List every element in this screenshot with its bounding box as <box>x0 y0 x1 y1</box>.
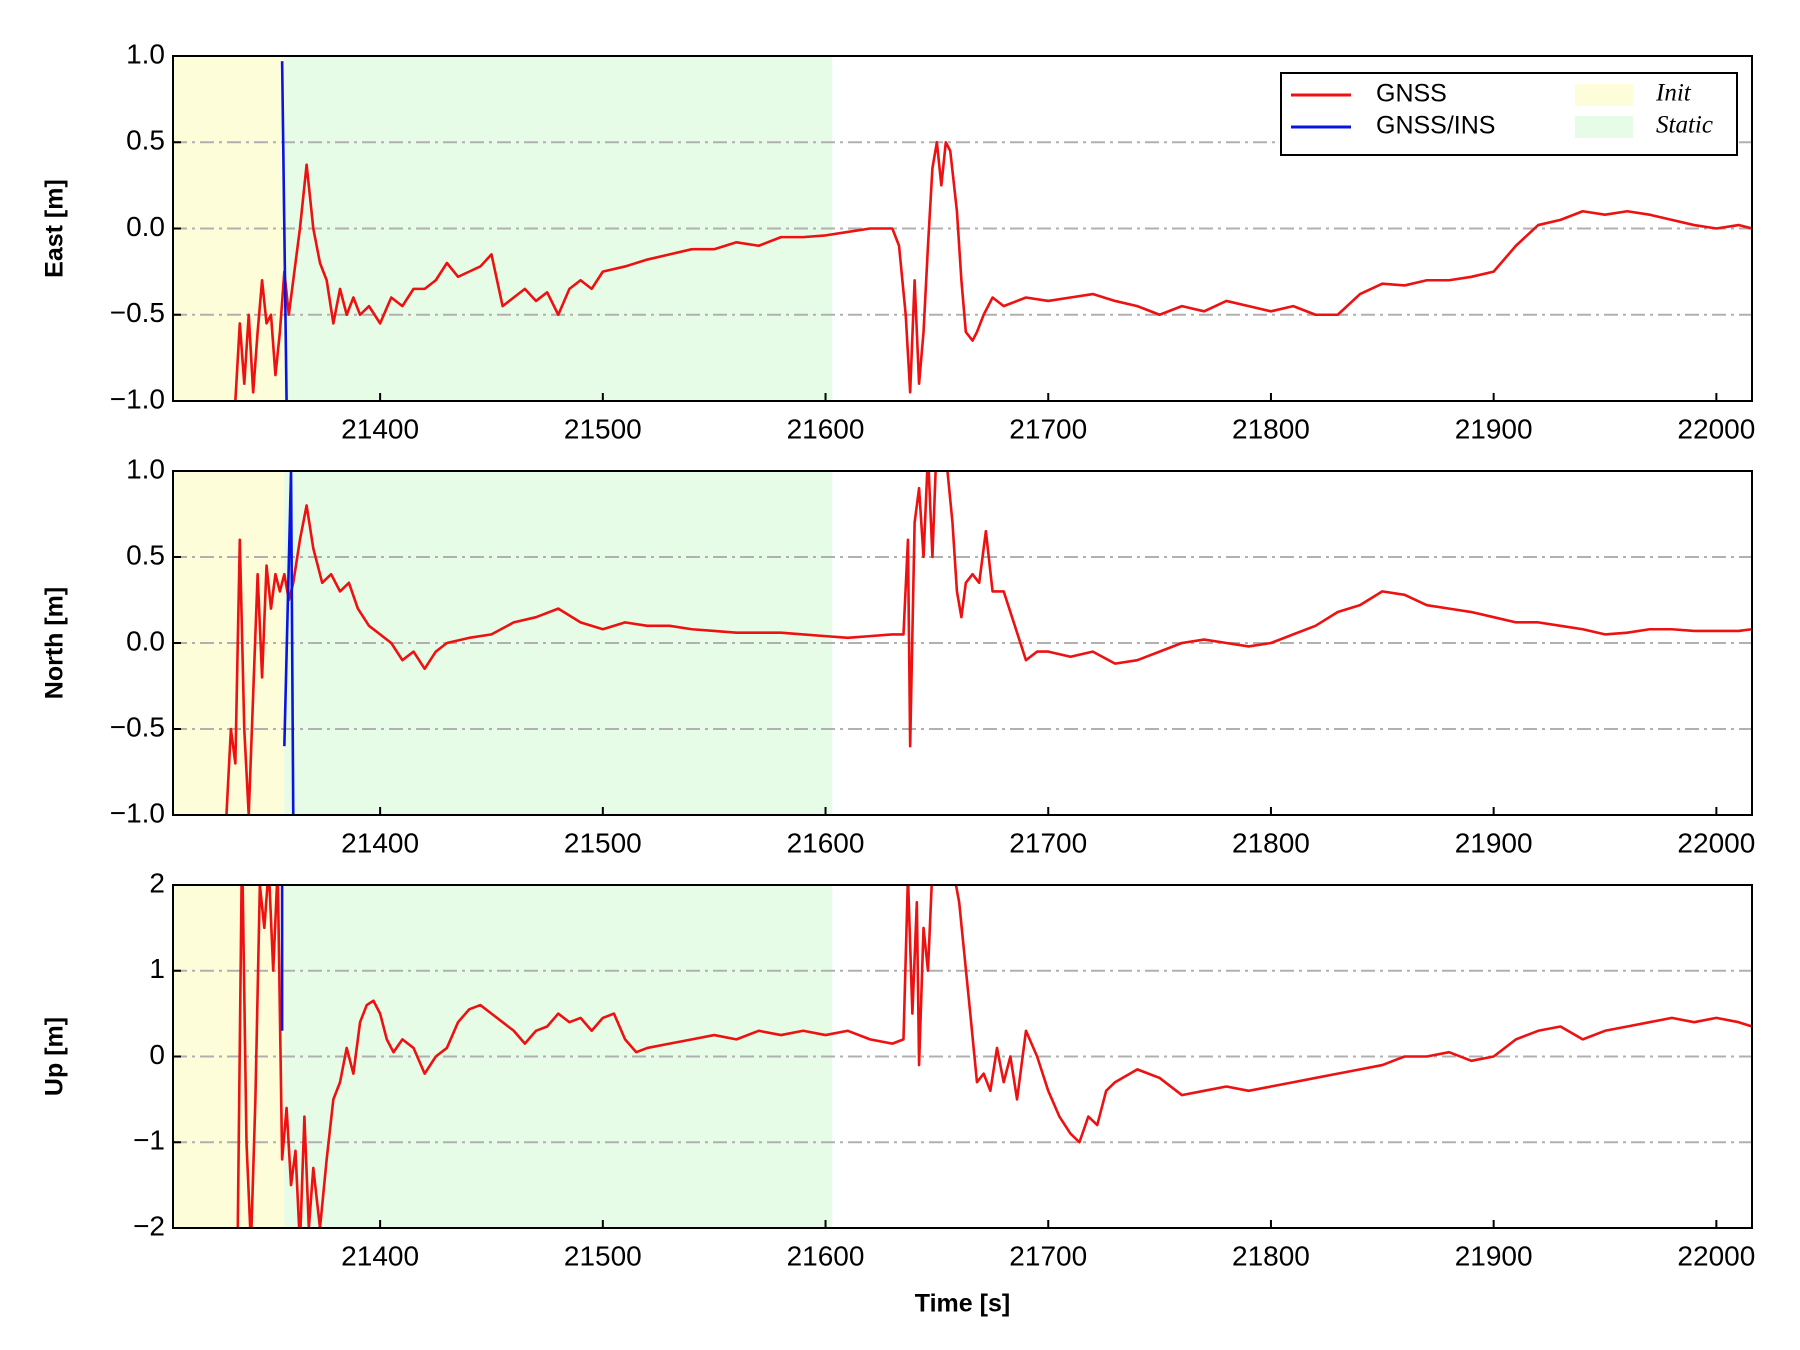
y-axis-label: Up [m] <box>41 1017 69 1096</box>
x-tick-label: 21500 <box>564 413 642 444</box>
legend-label: Init <box>1655 80 1692 107</box>
x-tick-label: 21400 <box>341 413 419 444</box>
x-tick-label: 21600 <box>787 413 865 444</box>
y-tick-label: −1.0 <box>110 383 165 414</box>
x-tick-label: 21500 <box>564 1240 642 1271</box>
y-tick-label: −2 <box>133 1210 165 1241</box>
axes-frame <box>172 55 1753 402</box>
y-tick-label: 0.5 <box>126 539 165 570</box>
x-tick-label: 21900 <box>1455 413 1533 444</box>
legend-swatch <box>1575 116 1633 138</box>
y-tick-label: −0.5 <box>110 711 165 742</box>
legend-label: GNSS <box>1376 80 1447 108</box>
y-tick-label: 0 <box>149 1039 165 1070</box>
x-tick-label: 21400 <box>341 1240 419 1271</box>
x-tick-label: 21800 <box>1232 1240 1310 1271</box>
series-line <box>234 140 1752 401</box>
x-tick-label: 21900 <box>1455 827 1533 858</box>
x-tick-label: 21500 <box>564 827 642 858</box>
series-line <box>236 885 1752 1228</box>
y-tick-label: 1.0 <box>126 38 165 69</box>
legend-label: GNSS/INS <box>1376 112 1495 140</box>
legend-swatch <box>1575 84 1633 106</box>
x-tick-label: 22000 <box>1677 827 1755 858</box>
series-line <box>280 61 288 401</box>
x-tick-label: 22000 <box>1677 413 1755 444</box>
y-tick-label: −0.5 <box>110 297 165 328</box>
legend: GNSS GNSS/INS Init Static <box>1280 72 1738 156</box>
y-tick-label: −1 <box>133 1125 165 1156</box>
x-tick-label: 21400 <box>341 827 419 858</box>
y-tick-label: 2 <box>149 867 165 898</box>
x-tick-label: 21800 <box>1232 827 1310 858</box>
x-tick-label: 22000 <box>1677 1240 1755 1271</box>
x-tick-label: 21700 <box>1009 827 1087 858</box>
x-tick-label: 21600 <box>787 1240 865 1271</box>
x-tick-label: 21700 <box>1009 413 1087 444</box>
x-tick-label: 21600 <box>787 827 865 858</box>
y-axis-label: East [m] <box>41 179 69 278</box>
y-tick-label: 1 <box>149 953 165 984</box>
x-tick-label: 21700 <box>1009 1240 1087 1271</box>
x-tick-label: 21900 <box>1455 1240 1533 1271</box>
y-tick-label: −1.0 <box>110 797 165 828</box>
y-tick-label: 0.0 <box>126 211 165 242</box>
series-line <box>225 471 1752 815</box>
axes-frame <box>172 470 1753 816</box>
y-axis-label: North [m] <box>41 587 69 699</box>
legend-frame <box>1280 72 1738 156</box>
y-tick-label: 0.5 <box>126 125 165 156</box>
y-tick-label: 1.0 <box>126 453 165 484</box>
y-tick-label: 0.0 <box>126 625 165 656</box>
axes-frame <box>172 884 1753 1229</box>
x-tick-label: 21800 <box>1232 413 1310 444</box>
series-line <box>283 471 295 815</box>
legend-label: Static <box>1656 112 1713 139</box>
x-axis-label: Time [s] <box>915 1290 1010 1318</box>
